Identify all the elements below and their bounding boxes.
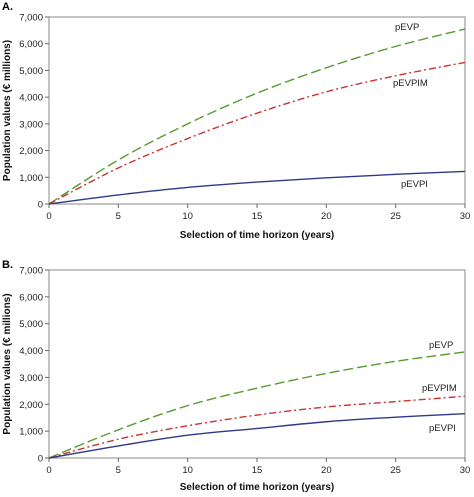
y-tick-label: 6,000 (19, 292, 43, 303)
series-line-pevpim (48, 61, 466, 205)
x-tick-label: 20 (321, 465, 332, 476)
series-label-pevpim: pEVPIM (422, 383, 457, 394)
panel-label: B. (2, 259, 13, 271)
y-tick-label: 5,000 (19, 66, 43, 77)
panel-label: A. (2, 1, 13, 13)
x-tick-label: 10 (182, 211, 193, 222)
series-line-pevpi (48, 412, 466, 459)
x-tick-label: 10 (182, 465, 193, 476)
series-label-pevp: pEVP (429, 340, 453, 351)
x-tick-label: 15 (252, 465, 263, 476)
y-tick-label: 3,000 (19, 119, 43, 130)
y-tick-label: 0 (38, 200, 43, 211)
y-tick-label: 2,000 (19, 400, 43, 411)
y-tick-label: 4,000 (19, 346, 43, 357)
plot-frame (48, 16, 466, 205)
x-tick-label: 0 (46, 465, 51, 476)
series-label-pevpi: pEVPI (401, 179, 428, 190)
y-axis-title: Population values (€ millions) (2, 293, 13, 434)
y-tick-label: 1,000 (19, 173, 43, 184)
series-line-pevp (48, 28, 466, 205)
y-tick-label: 7,000 (19, 13, 43, 24)
chart-panel-a: A. 0 1,000 2,000 3,000 4,000 5,000 6,000 7,000 0 5… (2, 1, 470, 241)
y-tick-label: 7,000 (19, 266, 43, 277)
y-tick-label: 1,000 (19, 427, 43, 438)
y-tick-label: 0 (38, 454, 43, 465)
series-label-pevpim: pEVPIM (393, 78, 428, 89)
x-tick-label: 25 (390, 211, 401, 222)
y-tick-label: 5,000 (19, 319, 43, 330)
series-line-pevpim (48, 395, 466, 459)
y-tick-label: 3,000 (19, 373, 43, 384)
y-tick-label: 6,000 (19, 39, 43, 50)
x-tick-label: 5 (116, 211, 121, 222)
x-tick-label: 5 (116, 465, 121, 476)
x-tick-label: 15 (252, 211, 263, 222)
x-axis-title: Selection of time horizon (years) (180, 482, 334, 493)
x-tick-label: 0 (46, 211, 51, 222)
x-tick-label: 30 (460, 211, 471, 222)
series-label-pevp: pEVP (395, 22, 419, 33)
y-axis-title: Population values (€ millions) (2, 40, 13, 181)
plot-frame (48, 269, 466, 459)
series-line-pevp (48, 351, 466, 459)
x-tick-label: 25 (390, 465, 401, 476)
chart-panel-b: B. 0 1,000 2,000 3,000 4,000 5,000 6,000 7,000 0 5… (2, 259, 470, 493)
series-label-pevpi: pEVPI (429, 423, 456, 434)
x-tick-label: 30 (460, 465, 471, 476)
x-tick-label: 20 (321, 211, 332, 222)
x-axis-title: Selection of time horizon (years) (180, 230, 334, 241)
y-tick-label: 4,000 (19, 93, 43, 104)
series-line-pevpi (48, 170, 466, 205)
y-tick-label: 2,000 (19, 146, 43, 157)
